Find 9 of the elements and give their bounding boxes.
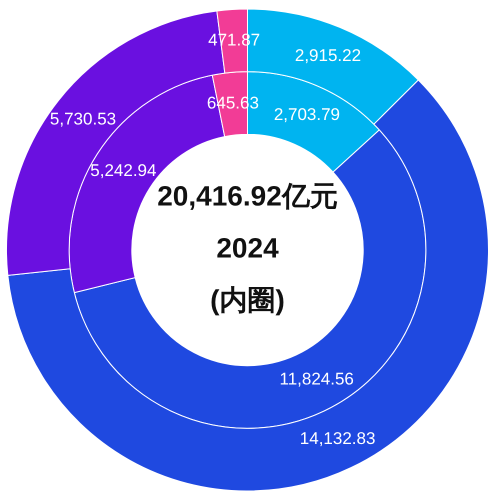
data-label: 5,242.94 [90,160,156,180]
data-label: 14,132.83 [300,429,376,448]
text: 2024 [216,232,280,264]
data-label: 11,824.56 [280,369,354,388]
text: 20,416.92亿元 [157,180,338,212]
data-label: 5,730.53 [50,110,116,129]
data-label: 2,703.79 [274,105,340,124]
data-label: 2,915.22 [294,46,362,66]
text: (内圈) [210,284,285,316]
